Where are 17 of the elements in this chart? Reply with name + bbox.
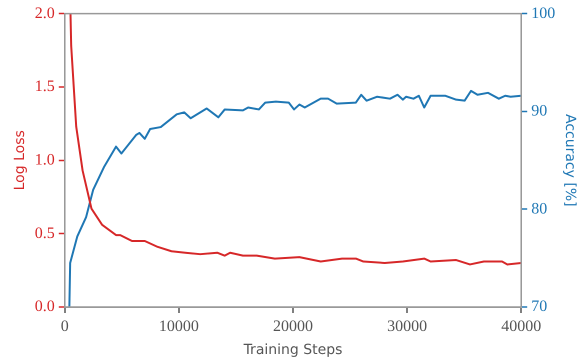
y-axis-title: Log Loss	[12, 130, 28, 190]
y2-tick-label: 90	[531, 102, 548, 120]
x-tick-label: 40000	[501, 318, 542, 335]
x-axis-title: Training Steps	[242, 342, 342, 358]
y2-tick-label: 80	[531, 200, 548, 218]
x-tick-label: 20000	[273, 318, 313, 335]
y-tick-label: 1.5	[34, 78, 55, 96]
x-tick-label: 10000	[158, 318, 199, 335]
x-tick-label: 0	[60, 318, 69, 335]
y2-tick-label: 100	[531, 4, 556, 22]
y-tick-label: 0.0	[34, 298, 55, 316]
y-tick-label: 1.0	[34, 152, 55, 169]
x-tick-label: 30000	[387, 318, 428, 335]
y-tick-label: 2.0	[34, 4, 55, 22]
y2-tick-label: 70	[531, 298, 548, 316]
y-tick-label: 0.5	[34, 224, 55, 242]
y2-axis-title: Accuracy [%]	[562, 114, 578, 207]
